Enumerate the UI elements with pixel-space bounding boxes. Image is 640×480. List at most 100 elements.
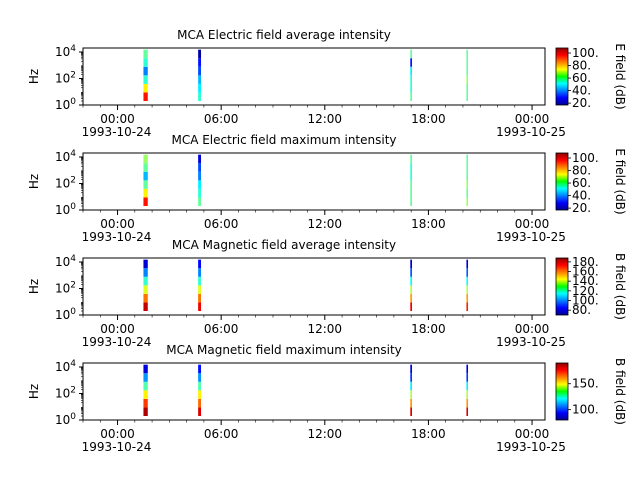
spectrogram-cell	[410, 302, 413, 312]
colorbar-tick-label: 60.	[572, 71, 591, 85]
colorbar-frame	[555, 152, 569, 211]
y-axis-label: Hz	[27, 384, 41, 399]
colorbar-tick-label: 140.	[572, 274, 599, 288]
spectrogram-cell	[143, 180, 148, 189]
spectrogram-cell	[466, 83, 469, 93]
spectrogram-cell	[410, 66, 413, 76]
spectrogram-cell	[410, 163, 413, 172]
x-tick-label: 18:00	[411, 217, 446, 231]
panel-title: MCA Magnetic field average intensity	[172, 238, 396, 252]
colorbar-tick-label: 180.	[572, 255, 599, 269]
spectrogram-cell	[143, 154, 148, 164]
x-date-label: 1993-10-24	[82, 440, 152, 454]
panel-title: MCA Magnetic field maximum intensity	[166, 343, 402, 357]
spectrogram-cell	[143, 92, 148, 102]
y-tick-label: 100	[55, 202, 76, 217]
colorbar-frame	[555, 47, 569, 106]
x-tick-label: 06:00	[204, 427, 239, 441]
spectrogram-cell	[410, 373, 413, 382]
colorbar	[556, 258, 568, 315]
y-tick-label: 104	[55, 359, 76, 374]
spectrogram-cell	[198, 75, 202, 84]
spectrogram-cell	[466, 398, 469, 408]
x-tick-label: 18:00	[411, 322, 446, 336]
panel-title: MCA Electric field maximum intensity	[171, 133, 396, 147]
spectrogram-cell	[198, 197, 202, 207]
spectrogram-cell	[143, 75, 148, 84]
spectrogram-cell	[198, 58, 202, 67]
spectrogram-cell	[410, 197, 413, 207]
spectrogram-cell	[410, 293, 413, 303]
x-tick-label: 00:00	[100, 112, 135, 126]
panel-3: MCA Magnetic field average intensity Hz 10…	[27, 238, 627, 349]
x-date-label: 1993-10-24	[82, 335, 152, 349]
spectrogram-cell	[410, 92, 413, 102]
x-date-label: 1993-10-25	[496, 440, 566, 454]
colorbar-label: E field (dB)	[613, 148, 627, 214]
spectrogram-cell	[143, 171, 148, 181]
x-tick-label: 06:00	[204, 112, 239, 126]
spectrogram-cell	[198, 163, 202, 172]
spectrogram-cell	[143, 163, 148, 172]
colorbar-tick-label: 80.	[572, 59, 591, 73]
y-tick-label: 100	[55, 307, 76, 322]
spectrogram-cell	[198, 276, 202, 286]
y-axis-label: Hz	[27, 69, 41, 84]
spectrogram-cell	[143, 268, 148, 277]
spectrogram-cell	[143, 188, 148, 198]
spectrogram-cell	[410, 154, 413, 164]
y-tick-label: 104	[55, 149, 76, 164]
colorbar-tick-label: 100.	[572, 403, 599, 417]
spectrogram-cell	[466, 390, 469, 399]
spectrogram-cell	[198, 293, 202, 303]
colorbar-tick-label: 80.	[572, 164, 591, 178]
y-tick-label: 102	[55, 175, 76, 190]
colorbar-tick-label: 40.	[572, 189, 591, 203]
spectrogram-cell	[198, 285, 202, 294]
spectrogram-cell	[198, 398, 202, 408]
spectrogram-cell	[410, 58, 413, 67]
colorbar-tick-label: 20.	[572, 96, 591, 110]
spectrogram-cell	[466, 188, 469, 198]
spectrogram-cell	[198, 92, 202, 102]
y-tick-label: 102	[55, 70, 76, 85]
spectrogram-cell	[198, 154, 202, 164]
plot-frame	[82, 47, 546, 106]
spectrogram-cell	[466, 197, 469, 207]
spectrogram-cell	[198, 364, 202, 374]
spectrogram-cell	[143, 364, 148, 374]
spectrogram-cell	[466, 259, 469, 269]
colorbar-tick-label: 160.	[572, 265, 599, 279]
spectrogram-cell	[410, 75, 413, 84]
x-tick-label: 12:00	[307, 427, 342, 441]
spectrogram-cell	[143, 197, 148, 207]
spectrogram-cell	[410, 407, 413, 417]
spectrogram-cell	[198, 373, 202, 382]
spectrogram-cell	[466, 66, 469, 76]
spectrogram-cell	[466, 302, 469, 312]
colorbar-label: B field (dB)	[613, 358, 627, 425]
panel-title: MCA Electric field average intensity	[177, 28, 391, 42]
y-tick-label: 102	[55, 385, 76, 400]
plot-frame	[82, 362, 546, 421]
spectrogram-cell	[143, 390, 148, 399]
spectrogram-cell	[198, 49, 202, 59]
spectrogram-cell	[410, 259, 413, 269]
colorbar-tick-label: 80.	[572, 303, 591, 317]
x-tick-label: 00:00	[515, 322, 550, 336]
colorbar-tick-label: 100.	[572, 46, 599, 60]
x-date-label: 1993-10-24	[82, 230, 152, 244]
colorbar-tick-label: 100.	[572, 151, 599, 165]
spectrogram-cell	[466, 276, 469, 286]
spectrogram-cell	[143, 276, 148, 286]
spectrogram-cell	[466, 285, 469, 294]
spectrogram-cell	[466, 171, 469, 181]
colorbar-frame	[555, 362, 569, 421]
spectrogram-cell	[466, 180, 469, 189]
x-tick-label: 06:00	[204, 322, 239, 336]
plot-area	[83, 153, 545, 210]
spectrogram-cell	[198, 259, 202, 269]
spectrogram-cell	[143, 381, 148, 391]
spectrogram-cell	[466, 381, 469, 391]
spectrogram-cell	[466, 49, 469, 59]
